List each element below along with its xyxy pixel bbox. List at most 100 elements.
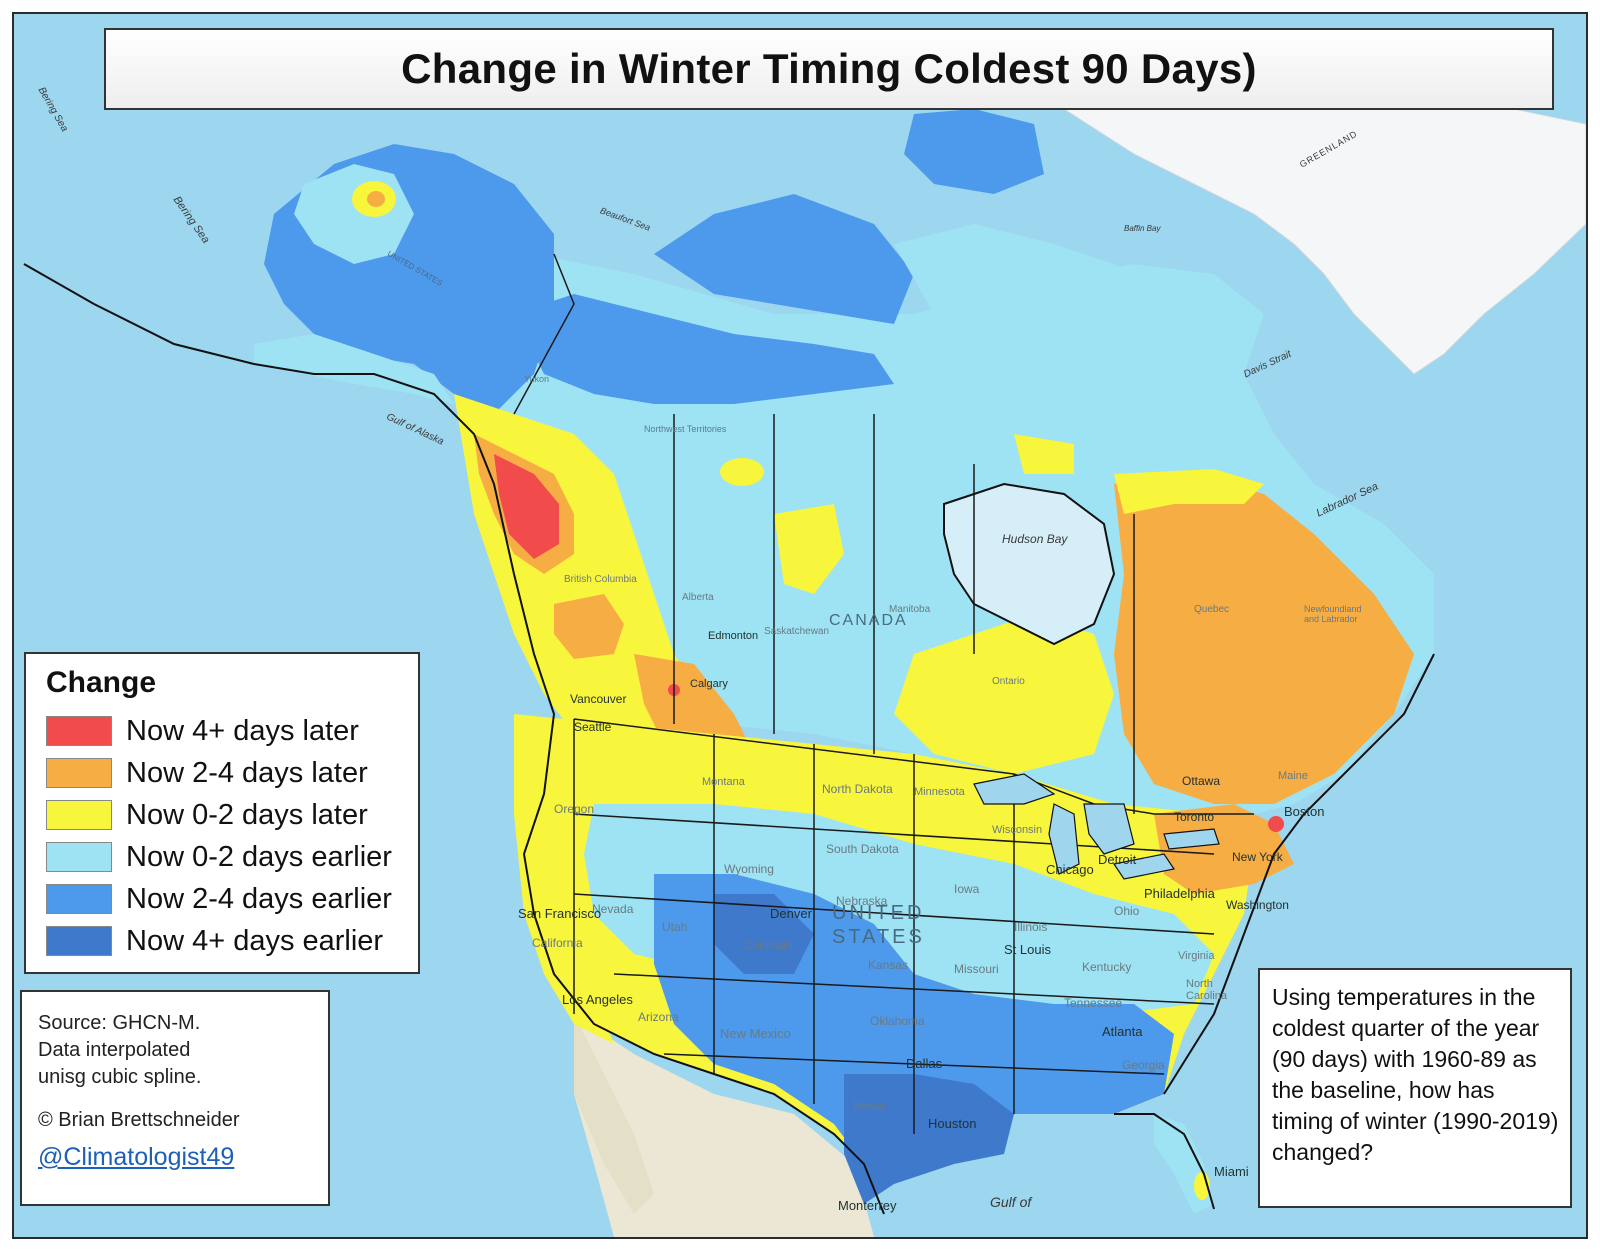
label-seattle: Seattle <box>574 720 612 734</box>
label-wyoming: Wyoming <box>724 862 774 876</box>
label-colorado: Colorado <box>744 938 793 952</box>
coastlines <box>23 263 1435 1215</box>
label-tennessee: Tennessee <box>1064 996 1123 1010</box>
zone-arctic-islands <box>654 194 914 324</box>
legend-item: Now 2-4 days later <box>46 752 404 794</box>
label-virginia: Virginia <box>1178 950 1215 962</box>
zone-bc-red <box>494 454 559 559</box>
legend-item: Now 0-2 days later <box>46 794 404 836</box>
label-kentucky: Kentucky <box>1082 960 1132 974</box>
zone-rockies-dark <box>714 894 814 974</box>
zone-hudson-west-yellow <box>1014 434 1074 474</box>
baja-peninsula <box>574 1014 654 1214</box>
label-california: California <box>532 936 583 950</box>
label-chicago: Chicago <box>1046 862 1094 877</box>
label-oklahoma: Oklahoma <box>870 1014 925 1028</box>
label-nevada: Nevada <box>592 902 634 916</box>
label-south-dakota: South Dakota <box>826 842 899 856</box>
zone-quebec-orange <box>1114 474 1414 804</box>
label-oregon: Oregon <box>554 802 595 816</box>
label-newfoundland: Newfoundland and Labrador <box>1304 604 1362 624</box>
legend-title: Change <box>46 666 157 699</box>
label-nebraska: Nebraska <box>836 894 888 908</box>
legend-label: Now 0-2 days earlier <box>126 840 392 873</box>
zone-ontario-yellow <box>894 614 1114 774</box>
legend-label: Now 2-4 days earlier <box>126 882 392 915</box>
legend-label: Now 2-4 days later <box>126 756 368 789</box>
label-missouri: Missouri <box>954 962 999 976</box>
label-new-mexico: New Mexico <box>720 1026 791 1041</box>
label-georgia: Georgia <box>1122 1058 1165 1072</box>
label-atlanta: Atlanta <box>1102 1024 1143 1039</box>
legend-swatch <box>46 884 112 914</box>
zone-arctic-east <box>894 224 1154 344</box>
legend-label: Now 4+ days earlier <box>126 924 384 957</box>
label-toronto: Toronto <box>1174 810 1215 824</box>
zone-quebec-yellow-rim <box>1114 469 1264 514</box>
label-boston: Boston <box>1284 804 1325 819</box>
label-montana: Montana <box>702 776 745 788</box>
label-edmonton: Edmonton <box>708 630 759 642</box>
legend-item: Now 4+ days earlier <box>46 920 404 962</box>
twitter-handle-link[interactable]: @Climatologist49 <box>38 1143 235 1171</box>
label-utah: Utah <box>662 920 688 934</box>
label-north-carolina: North Carolina <box>1186 978 1227 1002</box>
label-canada: CANADA <box>829 612 908 629</box>
source-box: Source: GHCN-M. Data interpolated unisg … <box>20 990 330 1206</box>
label-ontario: Ontario <box>992 676 1025 687</box>
label-ohio: Ohio <box>1114 904 1140 918</box>
label-new-york: New York <box>1232 850 1283 864</box>
label-north-dakota: North Dakota <box>822 782 893 796</box>
zone-yukon-blue <box>514 294 894 404</box>
legend-item: Now 4+ days later <box>46 710 404 752</box>
zone-northeast-orange <box>1154 804 1294 894</box>
zone-bc-orange-2 <box>554 594 624 659</box>
label-monterrey: Monterrey <box>838 1198 897 1213</box>
source-line: Source: GHCN-M. <box>38 1012 201 1034</box>
label-washington: Washington <box>1226 898 1289 912</box>
label-miami: Miami <box>1214 1164 1249 1179</box>
label-arizona: Arizona <box>638 1010 679 1024</box>
source-line: unisg cubic spline. <box>38 1066 202 1088</box>
zone-alaska-orange <box>367 191 385 207</box>
label-saskatchewan: Saskatchewan <box>764 626 830 637</box>
zone-nwt-yellow <box>720 458 764 486</box>
legend-swatch <box>46 800 112 830</box>
label-detroit: Detroit <box>1098 852 1137 867</box>
source-line: Data interpolated <box>38 1039 191 1061</box>
label-nwt: Northwest Territories <box>644 424 727 434</box>
label-gulf-of: Gulf of <box>990 1194 1032 1210</box>
label-united: UNITED <box>832 902 925 924</box>
zone-alaska-south <box>254 334 454 404</box>
title-banner: Change in Winter Timing Coldest 90 Days) <box>104 28 1554 110</box>
label-los-angeles: Los Angeles <box>562 992 633 1007</box>
legend-item: Now 0-2 days earlier <box>46 836 404 878</box>
map-frame: Bering Sea Bering Sea Beaufort Sea Gulf … <box>12 12 1588 1239</box>
copyright: © Brian Brettschneider <box>38 1109 240 1131</box>
label-dallas: Dallas <box>906 1056 943 1071</box>
label-san-francisco: San Francisco <box>518 906 602 921</box>
legend-label: Now 0-2 days later <box>126 798 368 831</box>
explanation-note: Using temperatures in the coldest quarte… <box>1258 968 1572 1208</box>
zone-west-coast-yellow <box>514 814 614 1044</box>
legend-label: Now 4+ days later <box>126 714 359 747</box>
legend-item: Now 2-4 days earlier <box>46 878 404 920</box>
legend-swatch <box>46 716 112 746</box>
label-calgary: Calgary <box>690 678 728 690</box>
label-alberta: Alberta <box>682 592 714 603</box>
map-title: Change in Winter Timing Coldest 90 Days) <box>401 45 1257 92</box>
label-wisconsin: Wisconsin <box>992 824 1043 836</box>
label-quebec: Quebec <box>1194 604 1230 615</box>
label-yukon: Yukon <box>524 374 550 384</box>
map-canvas <box>14 14 1586 1237</box>
legend-swatch <box>46 926 112 956</box>
hudson-bay <box>944 484 1114 644</box>
zone-usa-dark <box>844 1074 1014 1204</box>
label-st-louis: St Louis <box>1004 942 1051 957</box>
label-minnesota: Minnesota <box>914 786 965 798</box>
label-illinois: Illinois <box>1014 920 1048 934</box>
label-bc: British Columbia <box>564 574 637 585</box>
legend-swatch <box>46 842 112 872</box>
label-manitoba: Manitoba <box>889 604 931 615</box>
label-ottawa: Ottawa <box>1182 774 1221 788</box>
